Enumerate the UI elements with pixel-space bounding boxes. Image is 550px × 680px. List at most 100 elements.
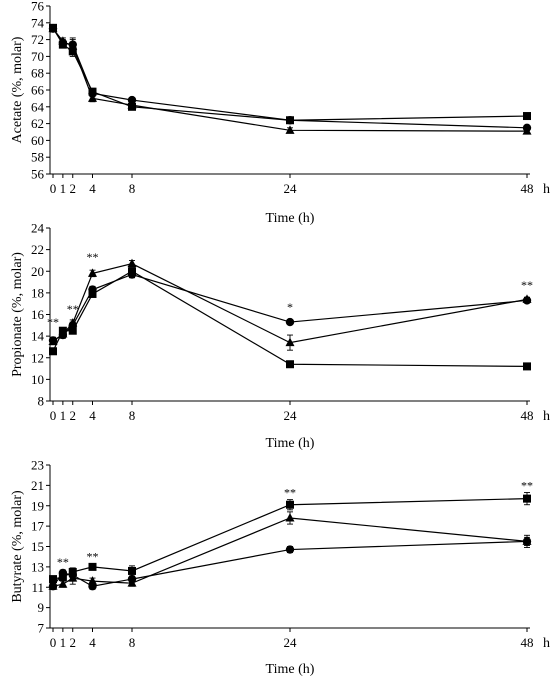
data-point-triangle (88, 93, 97, 102)
y-tick-label: 70 (31, 49, 44, 64)
x-tick-label: 24 (284, 408, 298, 423)
y-tick-label: 14 (31, 329, 45, 344)
y-tick-label: 9 (38, 600, 45, 615)
x-tick-label: 0 (50, 635, 57, 650)
data-point-triangle (88, 576, 97, 585)
y-tick-label: 12 (31, 350, 44, 365)
series-square (49, 492, 531, 584)
x-tick-label: 24 (284, 635, 298, 650)
data-point-circle (68, 40, 77, 49)
x-unit-label: h (543, 409, 550, 424)
y-tick-label: 16 (31, 307, 45, 322)
data-point-circle (48, 582, 58, 591)
series-line-square (52, 498, 528, 580)
data-point-circle (58, 330, 68, 340)
x-axis-title: Time (h) (266, 662, 315, 677)
x-tick-label: 0 (50, 181, 57, 196)
series-circle (48, 270, 532, 345)
data-point-circle (285, 317, 295, 327)
data-point-square (49, 347, 57, 356)
x-tick-label: 2 (70, 181, 77, 196)
data-point-square (49, 575, 57, 584)
x-tick-label: 8 (129, 181, 136, 196)
data-point-triangle (285, 337, 295, 347)
data-point-square (523, 362, 531, 371)
data-point-circle (127, 574, 137, 584)
x-axis-title: Time (h) (266, 211, 315, 226)
series-square (49, 23, 531, 125)
data-point-circle (68, 321, 77, 330)
x-tick-label: 4 (89, 635, 96, 650)
y-tick-label: 11 (31, 580, 44, 595)
y-tick-label: 22 (31, 242, 44, 257)
y-tick-label: 74 (31, 15, 45, 30)
data-point-circle (127, 95, 137, 105)
x-tick-label: 1 (60, 408, 67, 423)
y-tick-label: 60 (31, 133, 44, 148)
data-point-square (286, 360, 294, 369)
significance-label: ** (521, 278, 533, 292)
y-tick-label: 15 (31, 539, 44, 554)
data-point-square (286, 500, 294, 509)
data-point-square (523, 494, 531, 503)
significance-label: ** (284, 485, 296, 499)
x-tick-label: 0 (50, 408, 57, 423)
data-point-circle (522, 123, 532, 132)
data-point-square (523, 112, 531, 121)
data-point-square (88, 562, 97, 571)
data-point-triangle (127, 100, 137, 109)
y-tick-label: 21 (31, 478, 44, 493)
data-point-circle (285, 116, 295, 125)
x-tick-label: 4 (89, 408, 96, 423)
y-tick-label: 24 (31, 221, 45, 236)
x-axis-title: Time (h) (266, 436, 315, 451)
data-point-square (68, 326, 77, 335)
series-line-square (52, 27, 528, 121)
x-tick-label: 24 (284, 181, 298, 196)
data-point-triangle (58, 579, 68, 588)
data-point-square (88, 289, 97, 298)
y-tick-label: 56 (31, 167, 45, 182)
data-point-circle (48, 24, 58, 33)
data-point-circle (285, 545, 295, 554)
data-point-triangle (285, 125, 295, 134)
data-point-circle (58, 38, 68, 48)
y-tick-label: 19 (31, 498, 44, 513)
data-point-triangle (285, 512, 295, 522)
y-tick-label: 58 (31, 150, 44, 165)
y-tick-label: 10 (31, 372, 44, 387)
x-unit-label: h (543, 182, 550, 197)
x-tick-label: 2 (70, 408, 77, 423)
data-point-circle (48, 336, 58, 345)
significance-label: ** (57, 555, 69, 569)
y-tick-label: 66 (31, 83, 45, 98)
data-point-circle (522, 296, 532, 305)
y-tick-label: 17 (31, 519, 45, 534)
data-point-triangle (88, 268, 97, 277)
y-axis-title: Butyrate (%, molar) (10, 490, 25, 603)
significance-label: * (287, 300, 293, 314)
significance-label: ** (47, 315, 59, 329)
x-tick-label: 4 (89, 181, 96, 196)
significance-label: ** (87, 550, 99, 564)
data-point-circle (68, 570, 77, 580)
data-point-circle (522, 537, 532, 546)
x-tick-label: 8 (129, 408, 136, 423)
y-tick-label: 18 (31, 285, 44, 300)
series-circle (48, 24, 532, 132)
y-tick-label: 64 (31, 99, 45, 114)
series-line-triangle (52, 28, 528, 132)
y-tick-label: 72 (31, 32, 44, 47)
data-point-square (128, 566, 136, 575)
y-tick-label: 7 (38, 621, 45, 636)
data-point-circle (88, 89, 97, 98)
y-tick-label: 13 (31, 559, 44, 574)
x-tick-label: 1 (60, 635, 67, 650)
y-tick-label: 23 (31, 458, 44, 473)
x-tick-label: 8 (129, 635, 136, 650)
series-circle (48, 534, 532, 591)
